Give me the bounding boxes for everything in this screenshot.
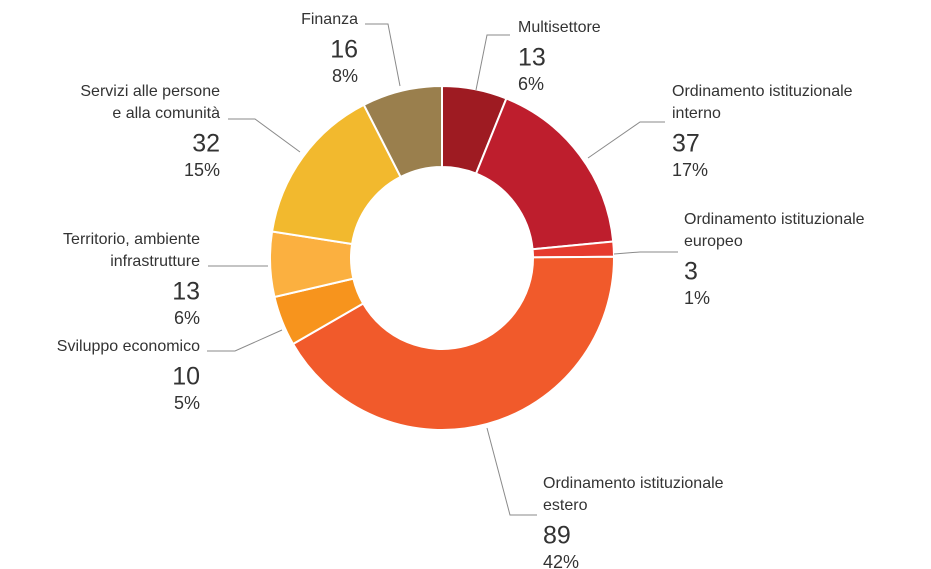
slice-share: 5% bbox=[174, 393, 200, 413]
slice-share: 6% bbox=[174, 308, 200, 328]
leader-line bbox=[365, 23, 401, 87]
leader-line bbox=[587, 121, 665, 159]
slice-label: e alla comunità bbox=[112, 105, 220, 122]
slice-label: Ordinamento istituzionale bbox=[543, 475, 724, 492]
slice-value: 10 bbox=[172, 363, 200, 391]
slice-label: Ordinamento istituzionale bbox=[672, 83, 853, 100]
donut-slice bbox=[291, 255, 615, 431]
slice-value: 16 bbox=[330, 36, 358, 64]
leader-line bbox=[613, 251, 678, 255]
slice-label: Servizi alle persone bbox=[80, 83, 220, 100]
leader-line bbox=[228, 118, 301, 153]
leader-line bbox=[475, 34, 510, 91]
slice-value: 13 bbox=[172, 278, 200, 306]
slice-label: Finanza bbox=[301, 11, 358, 28]
slice-label: interno bbox=[672, 105, 721, 122]
slice-label: Ordinamento istituzionale bbox=[684, 211, 865, 228]
leader-line bbox=[207, 329, 283, 352]
donut-slice bbox=[362, 84, 443, 179]
slice-value: 3 bbox=[684, 258, 698, 286]
slice-label: infrastrutture bbox=[110, 253, 200, 270]
slice-share: 8% bbox=[332, 66, 358, 86]
donut-slice bbox=[474, 97, 615, 251]
slice-share: 42% bbox=[543, 552, 579, 569]
slice-label: Territorio, ambiente bbox=[63, 231, 200, 248]
slice-label: estero bbox=[543, 497, 588, 514]
slice-value: 89 bbox=[543, 522, 571, 550]
leader-line bbox=[486, 427, 537, 516]
slice-label: europeo bbox=[684, 233, 743, 250]
slice-share: 17% bbox=[672, 160, 708, 180]
slice-label: Multisettore bbox=[518, 19, 601, 36]
slice-share: 6% bbox=[518, 74, 544, 94]
slice-share: 15% bbox=[184, 160, 220, 180]
slice-value: 32 bbox=[192, 130, 220, 158]
slice-value: 37 bbox=[672, 130, 700, 158]
slice-share: 1% bbox=[684, 288, 710, 308]
slice-label: Sviluppo economico bbox=[57, 338, 200, 355]
slice-value: 13 bbox=[518, 44, 546, 72]
